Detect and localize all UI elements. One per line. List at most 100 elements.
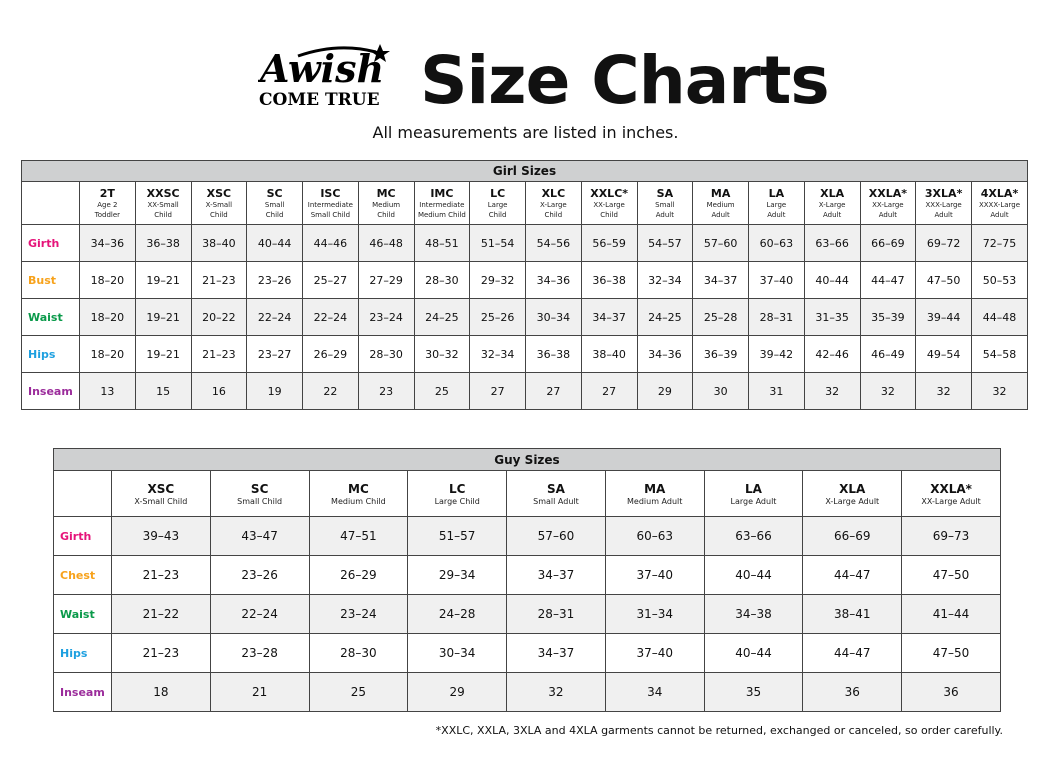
size-code: LC xyxy=(490,186,506,200)
size-code: 3XLA* xyxy=(924,186,963,200)
measurement-value: 32 xyxy=(803,372,861,410)
measurement-value: 34–37 xyxy=(506,633,606,673)
measurement-value: 46–48 xyxy=(357,224,415,262)
size-header-cell: XXLA* XX-Large Adult xyxy=(901,470,1001,517)
measurement-value: 18–20 xyxy=(79,261,136,299)
measurement-value: 50–53 xyxy=(971,261,1028,299)
measurement-value: 24–25 xyxy=(413,298,471,336)
size-description: Medium xyxy=(706,200,735,209)
size-description: Child xyxy=(154,210,172,219)
measurement-value: 27 xyxy=(525,372,582,410)
size-description: XXXX-Large xyxy=(978,200,1021,209)
table-caption: Girl Sizes xyxy=(21,160,1028,182)
measurement-value: 29 xyxy=(407,672,508,712)
measurement-value: 34–37 xyxy=(692,261,749,299)
size-header-cell: SC Small Child xyxy=(209,470,310,517)
measurement-label: Bust xyxy=(21,261,80,299)
measurement-value: 30–34 xyxy=(407,633,508,673)
measurement-value: 23 xyxy=(357,372,415,410)
size-description: Child xyxy=(210,210,228,219)
measurement-value: 21–22 xyxy=(111,594,211,634)
size-description: XX-Large xyxy=(593,200,625,209)
size-code: MA xyxy=(644,481,666,496)
size-header-cell: LA Large Adult xyxy=(748,181,805,225)
measurement-value: 32–34 xyxy=(636,261,694,299)
measurement-value: 19 xyxy=(246,372,303,410)
measurement-value: 34–36 xyxy=(79,224,136,262)
measurement-value: 40–44 xyxy=(703,633,804,673)
measurement-value: 66–69 xyxy=(859,224,917,262)
measurement-value: 38–40 xyxy=(580,335,638,373)
measurement-value: 25 xyxy=(413,372,471,410)
measurement-value: 19–21 xyxy=(134,298,192,336)
size-header-cell: XXSC XX-Small Child xyxy=(134,181,192,225)
size-header-cell: XSC X-Small Child xyxy=(190,181,248,225)
measurement-value: 36 xyxy=(901,672,1001,712)
size-header-cell: LC Large Child xyxy=(407,470,508,517)
size-description: X-Large Adult xyxy=(825,496,880,506)
measurement-value: 23–24 xyxy=(357,298,415,336)
measurement-value: 28–31 xyxy=(506,594,606,634)
size-description: Intermediate xyxy=(307,200,353,209)
size-description: Large xyxy=(487,200,508,209)
measurement-value: 23–27 xyxy=(246,335,303,373)
size-header-cell: XLA X-Large Adult xyxy=(803,181,861,225)
measurement-value: 39–44 xyxy=(915,298,972,336)
measurement-value: 40–44 xyxy=(803,261,861,299)
measurement-value: 29 xyxy=(636,372,694,410)
size-code: MA xyxy=(710,186,731,200)
measurement-value: 22–24 xyxy=(246,298,303,336)
table-caption: Guy Sizes xyxy=(53,448,1001,471)
size-description: Age 2 xyxy=(97,200,118,209)
size-code: 2T xyxy=(99,186,115,200)
size-description: Small Child xyxy=(237,496,283,506)
measurement-value: 32 xyxy=(971,372,1028,410)
size-description: XXX-Large xyxy=(925,200,962,209)
size-description: Child xyxy=(265,210,284,219)
measurement-value: 28–30 xyxy=(357,335,415,373)
measurement-label: Waist xyxy=(21,298,80,336)
size-header-cell: XXLC* XX-Large Child xyxy=(580,181,638,225)
footnote: *XXLC, XXLA, 3XLA and 4XLA garments cann… xyxy=(435,724,1003,737)
table-caption-row: Girl Sizes xyxy=(21,160,1028,182)
measurement-value: 25 xyxy=(308,672,409,712)
size-header-cell: IMC Intermediate Medium Child xyxy=(413,181,471,225)
size-header-cell: MA Medium Adult xyxy=(604,470,705,517)
measurement-value: 36–38 xyxy=(580,261,638,299)
measurement-value: 47–50 xyxy=(901,633,1001,673)
measurement-value: 39–43 xyxy=(111,516,211,556)
measurement-value: 37–40 xyxy=(748,261,805,299)
size-description: Adult xyxy=(990,210,1009,219)
measurement-row-inseam: Inseam 18 21 25 29 32 34 35 36 36 xyxy=(53,672,1001,712)
size-header-row: XSC X-Small Child SC Small Child MC Medium Ch… xyxy=(53,470,1001,517)
measurement-value: 34–38 xyxy=(703,594,804,634)
empty-corner-cell xyxy=(53,470,112,517)
size-description: Adult xyxy=(823,210,842,219)
size-code: 4XLA* xyxy=(980,186,1019,200)
page-subtitle: All measurements are listed in inches. xyxy=(372,123,679,142)
measurement-row-waist: Waist 21–22 22–24 23–24 24–28 28–31 31–34 34–38… xyxy=(53,594,1001,634)
table-caption-row: Guy Sizes xyxy=(53,448,1001,471)
size-description: Adult xyxy=(655,210,674,219)
measurement-value: 23–26 xyxy=(246,261,303,299)
measurement-value: 39–42 xyxy=(748,335,805,373)
measurement-value: 34–37 xyxy=(506,555,606,595)
size-header-cell: ISC Intermediate Small Child xyxy=(302,181,359,225)
measurement-label: Inseam xyxy=(53,672,112,712)
size-description: Large xyxy=(766,200,787,209)
measurement-value: 44–47 xyxy=(802,555,903,595)
measurement-value: 25–26 xyxy=(469,298,526,336)
measurement-label: Hips xyxy=(53,633,112,673)
measurement-value: 32 xyxy=(859,372,917,410)
measurement-value: 24–28 xyxy=(407,594,508,634)
measurement-label: Girth xyxy=(53,516,112,556)
measurement-value: 60–63 xyxy=(604,516,705,556)
measurement-value: 41–44 xyxy=(901,594,1001,634)
measurement-value: 21 xyxy=(209,672,310,712)
brand-logo: Awish COME TRUE xyxy=(257,42,400,110)
measurement-value: 25–27 xyxy=(302,261,359,299)
size-header-cell: LC Large Child xyxy=(469,181,526,225)
measurement-value: 36–38 xyxy=(525,335,582,373)
measurement-value: 37–40 xyxy=(604,633,705,673)
measurement-row-girth: Girth 34–36 36–38 38–40 40–44 44–46 46–48 48–51… xyxy=(21,224,1028,262)
